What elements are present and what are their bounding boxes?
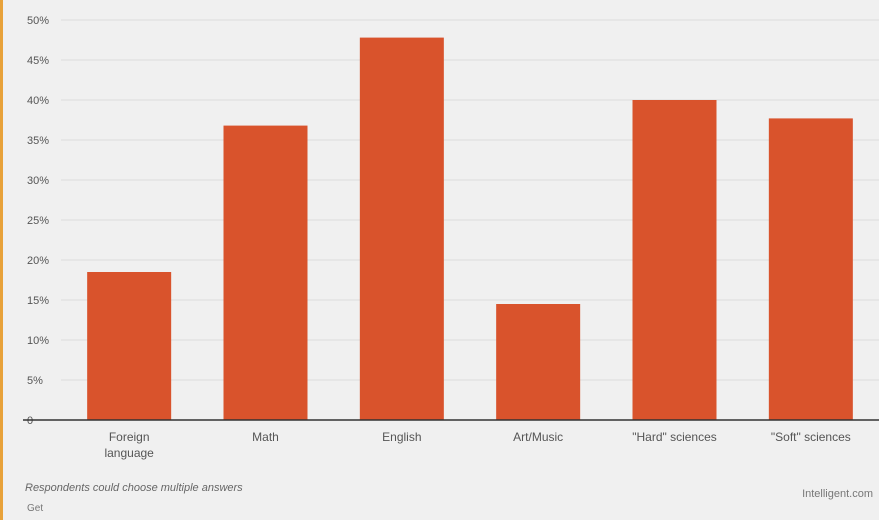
y-tick-label: 15%: [27, 295, 49, 307]
source-note: Get: [27, 503, 44, 514]
y-tick-label: 40%: [27, 95, 49, 107]
x-tick-label: Foreign language: [104, 430, 154, 460]
y-tick-label: 35%: [27, 135, 49, 147]
y-tick-label: 10%: [27, 335, 49, 347]
y-tick-label: 0: [27, 415, 33, 427]
bar: [496, 304, 581, 420]
x-tick-label: "Hard" sciences: [632, 430, 717, 444]
bar: [768, 118, 853, 421]
bar: [223, 125, 308, 420]
y-tick-label: 5%: [27, 375, 43, 387]
bar: [632, 100, 717, 420]
bar: [87, 272, 172, 420]
footnote: Respondents could choose multiple answer…: [25, 482, 243, 494]
y-tick-label: 50%: [27, 15, 49, 27]
y-tick-label: 45%: [27, 55, 49, 67]
y-tick-label: 25%: [27, 215, 49, 227]
bar-chart: 0 5% 10% 15% 20% 25% 30% 35% 40% 45% 50% Foreign lan…: [23, 15, 879, 460]
y-tick-label: 20%: [27, 255, 49, 267]
bar: [359, 37, 444, 420]
y-tick-label: 30%: [27, 175, 49, 187]
x-tick-label: Math: [252, 430, 279, 444]
x-tick-label: "Soft" sciences: [771, 430, 851, 444]
x-tick-label: English: [382, 430, 421, 444]
brand-label: Intelligent.com: [802, 488, 873, 500]
x-tick-label: Art/Music: [513, 430, 563, 444]
